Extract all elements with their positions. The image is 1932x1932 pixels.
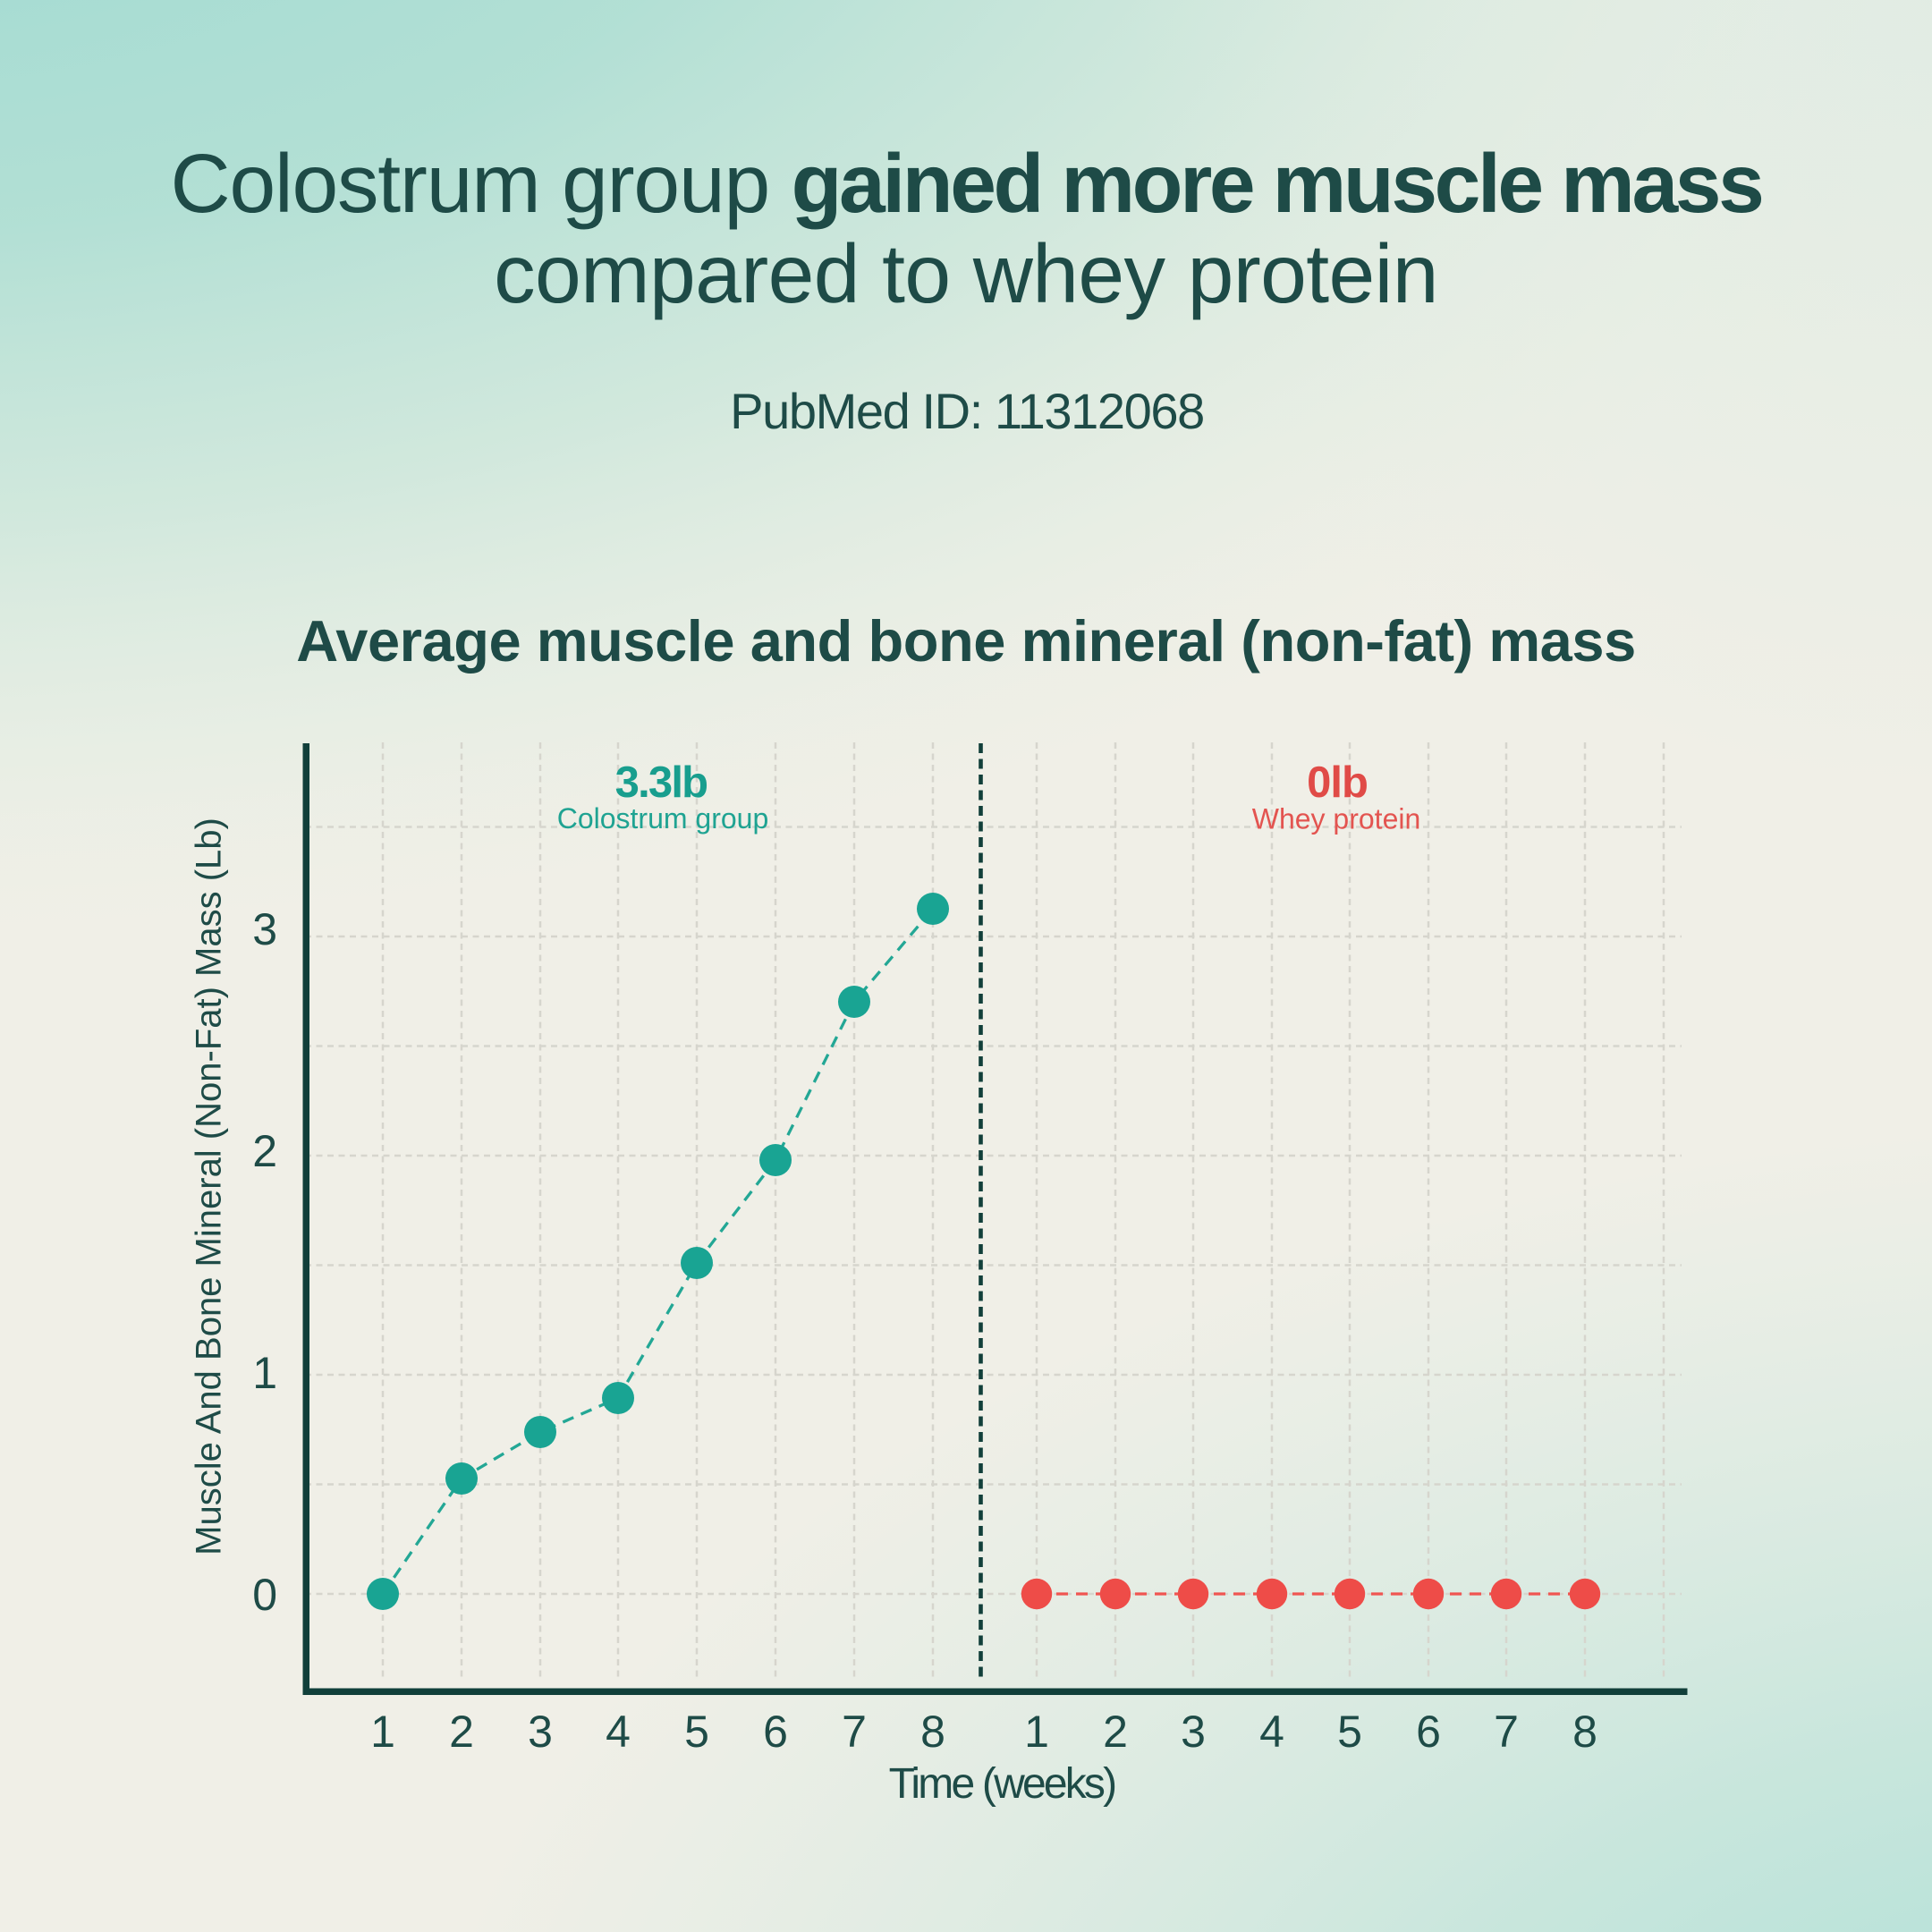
svg-text:Whey protein: Whey protein xyxy=(1252,803,1421,835)
svg-text:PubMed ID: 11312068: PubMed ID: 11312068 xyxy=(730,383,1204,439)
svg-text:2: 2 xyxy=(449,1707,474,1757)
svg-text:1: 1 xyxy=(252,1348,277,1398)
svg-text:Colostrum group gained more mu: Colostrum group gained more muscle mass xyxy=(171,137,1762,230)
svg-text:6: 6 xyxy=(1416,1707,1441,1757)
svg-text:Muscle And Bone Mineral (Non-F: Muscle And Bone Mineral (Non-Fat) Mass (… xyxy=(190,818,229,1555)
svg-text:8: 8 xyxy=(1572,1707,1597,1757)
svg-text:1: 1 xyxy=(370,1707,395,1757)
svg-text:7: 7 xyxy=(842,1707,867,1757)
svg-text:compared to whey protein: compared to whey protein xyxy=(494,227,1438,320)
svg-text:4: 4 xyxy=(1259,1707,1284,1757)
svg-text:Time (weeks): Time (weeks) xyxy=(889,1760,1115,1808)
svg-text:Colostrum group: Colostrum group xyxy=(557,802,769,835)
svg-text:0lb: 0lb xyxy=(1307,758,1368,807)
svg-text:2: 2 xyxy=(252,1126,277,1176)
svg-text:2: 2 xyxy=(1103,1707,1128,1757)
svg-text:7: 7 xyxy=(1494,1707,1519,1757)
svg-text:3.3lb: 3.3lb xyxy=(615,758,708,807)
svg-text:3: 3 xyxy=(1181,1707,1206,1757)
svg-text:4: 4 xyxy=(606,1707,631,1757)
svg-text:6: 6 xyxy=(763,1707,788,1757)
svg-text:8: 8 xyxy=(920,1707,945,1757)
svg-text:0: 0 xyxy=(252,1570,277,1620)
svg-text:Average muscle and bone minera: Average muscle and bone mineral (non-fat… xyxy=(296,608,1636,674)
svg-text:1: 1 xyxy=(1024,1707,1049,1757)
svg-text:3: 3 xyxy=(252,904,277,954)
svg-text:5: 5 xyxy=(684,1707,709,1757)
svg-text:3: 3 xyxy=(528,1707,553,1757)
svg-text:5: 5 xyxy=(1337,1707,1362,1757)
